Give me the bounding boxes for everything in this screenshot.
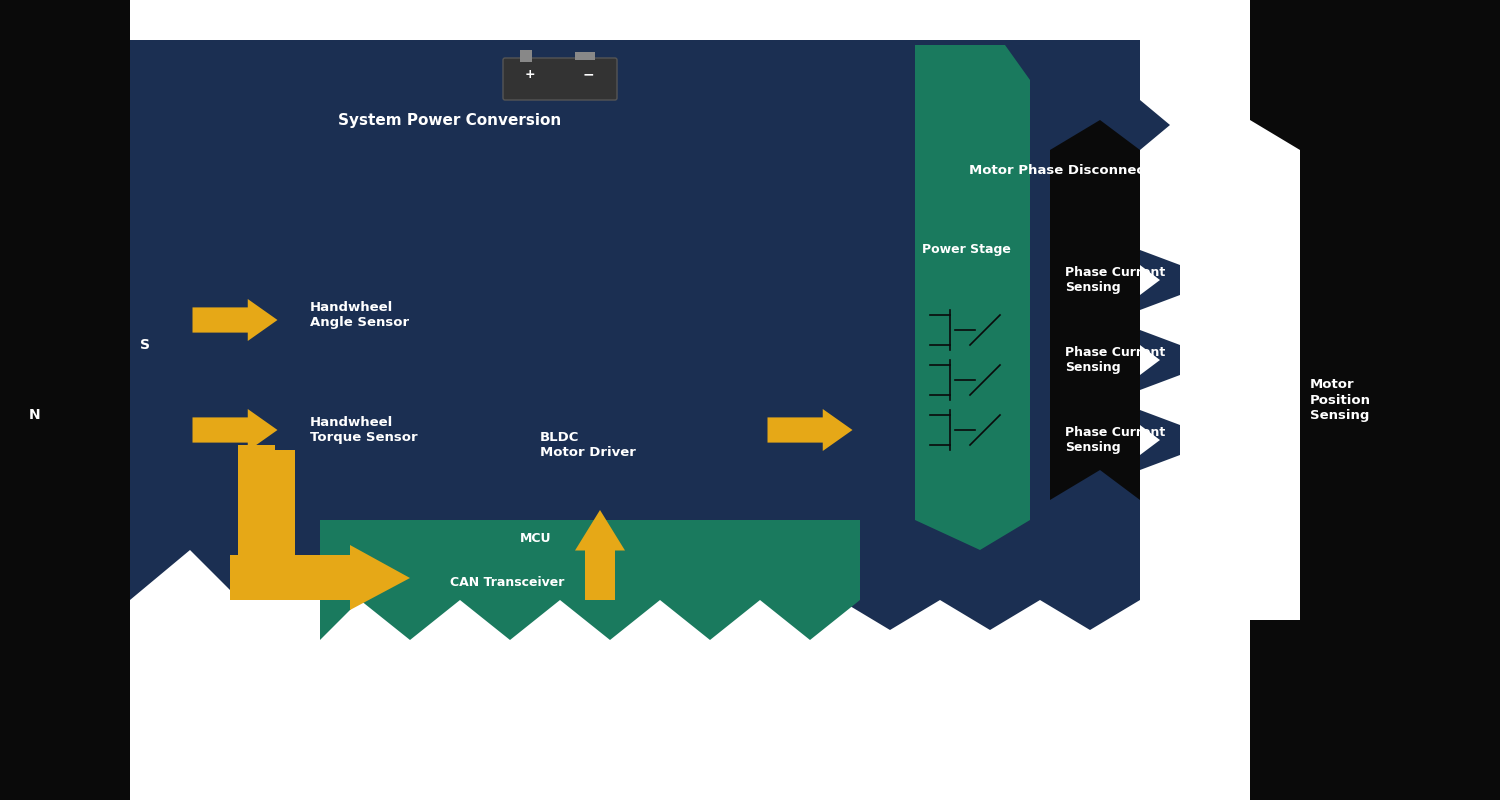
Text: S: S [140, 338, 150, 352]
Polygon shape [192, 409, 278, 451]
Polygon shape [130, 40, 1170, 630]
Text: Phase Current
Sensing: Phase Current Sensing [1065, 426, 1166, 454]
Polygon shape [0, 0, 165, 800]
Text: Handwheel
Angle Sensor: Handwheel Angle Sensor [310, 301, 410, 329]
Polygon shape [574, 510, 626, 600]
Polygon shape [1250, 0, 1500, 800]
Polygon shape [1140, 410, 1180, 470]
Text: −: − [582, 67, 594, 81]
Text: CAN Transceiver: CAN Transceiver [450, 575, 564, 589]
Polygon shape [350, 545, 410, 610]
Polygon shape [192, 299, 278, 341]
Text: System Power Conversion: System Power Conversion [339, 113, 561, 127]
Polygon shape [238, 445, 274, 562]
Text: Motor Phase Disconnect: Motor Phase Disconnect [969, 163, 1150, 177]
Text: N: N [28, 408, 40, 422]
Bar [574, 52, 596, 60]
Polygon shape [1140, 250, 1180, 310]
Text: BLDC
Motor Driver: BLDC Motor Driver [540, 431, 636, 459]
Bar [520, 50, 532, 62]
Polygon shape [320, 520, 860, 640]
Polygon shape [915, 45, 1030, 550]
Polygon shape [0, 620, 1500, 800]
Polygon shape [768, 409, 852, 451]
Text: Power Stage: Power Stage [922, 243, 1011, 257]
Text: Phase Current
Sensing: Phase Current Sensing [1065, 346, 1166, 374]
Text: Motor
Position
Sensing: Motor Position Sensing [1310, 378, 1371, 422]
Text: MCU: MCU [520, 531, 552, 545]
Polygon shape [1140, 330, 1180, 390]
Polygon shape [238, 562, 370, 595]
Polygon shape [1050, 120, 1140, 500]
Text: Handwheel
Torque Sensor: Handwheel Torque Sensor [310, 416, 417, 444]
Text: Phase Current
Sensing: Phase Current Sensing [1065, 266, 1166, 294]
Text: +: + [525, 67, 536, 81]
FancyBboxPatch shape [503, 58, 616, 100]
Polygon shape [230, 450, 356, 600]
